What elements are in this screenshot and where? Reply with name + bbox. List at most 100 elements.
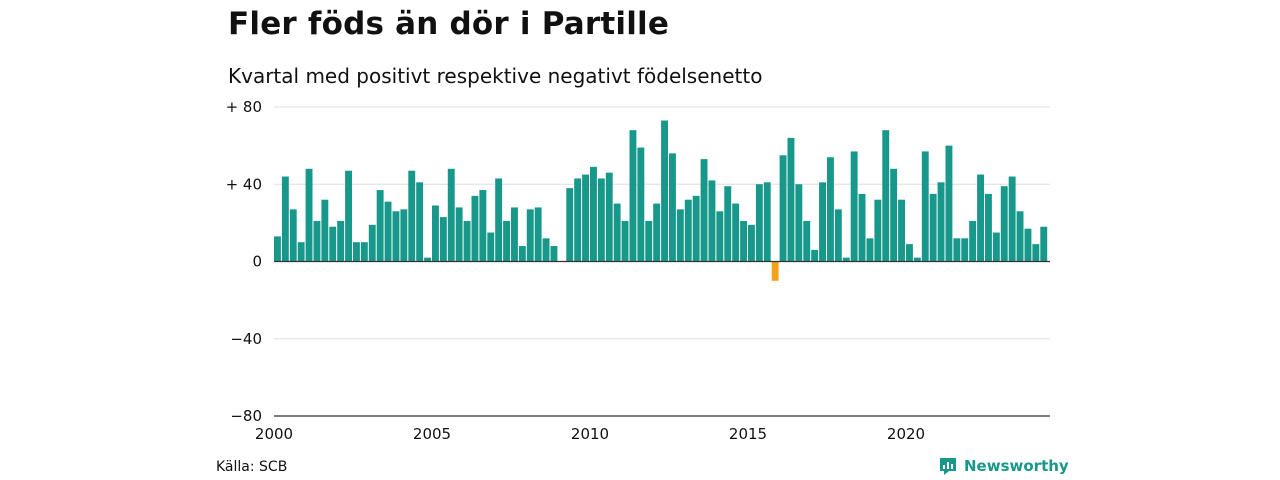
bar[interactable] xyxy=(432,205,439,262)
bar[interactable] xyxy=(360,242,368,262)
bar[interactable] xyxy=(384,201,392,262)
bar[interactable] xyxy=(637,147,645,262)
bar[interactable] xyxy=(424,257,431,262)
bar[interactable] xyxy=(503,220,510,262)
bar[interactable] xyxy=(898,199,905,262)
bar-negative[interactable] xyxy=(771,261,779,281)
bar[interactable] xyxy=(1024,228,1032,262)
bar[interactable] xyxy=(969,220,977,262)
bar[interactable] xyxy=(566,188,574,262)
bar[interactable] xyxy=(890,168,898,262)
bar[interactable] xyxy=(629,130,637,262)
bar[interactable] xyxy=(1016,211,1024,262)
bar[interactable] xyxy=(1000,186,1008,262)
bar[interactable] xyxy=(716,211,724,262)
bar[interactable] xyxy=(605,172,613,262)
bar[interactable] xyxy=(827,157,834,262)
bar[interactable] xyxy=(819,182,826,262)
bar[interactable] xyxy=(447,168,455,262)
bar[interactable] xyxy=(582,174,589,262)
bar[interactable] xyxy=(961,238,969,262)
bar[interactable] xyxy=(511,207,518,262)
bar[interactable] xyxy=(882,130,890,262)
bar[interactable] xyxy=(779,155,787,262)
bar[interactable] xyxy=(1040,226,1048,262)
bar[interactable] xyxy=(392,211,400,262)
bar[interactable] xyxy=(416,182,424,262)
bar[interactable] xyxy=(408,170,416,262)
bar[interactable] xyxy=(850,151,858,262)
bar[interactable] xyxy=(400,209,408,262)
bar[interactable] xyxy=(732,203,740,262)
bar[interactable] xyxy=(992,232,1000,262)
bar[interactable] xyxy=(542,238,550,262)
bar[interactable] xyxy=(763,182,771,262)
bar[interactable] xyxy=(661,120,668,262)
bar[interactable] xyxy=(669,153,676,262)
bar[interactable] xyxy=(834,209,842,262)
bar[interactable] xyxy=(439,217,447,262)
bar[interactable] xyxy=(692,195,700,262)
bar[interactable] xyxy=(787,137,795,262)
bar[interactable] xyxy=(487,232,495,262)
bar[interactable] xyxy=(305,168,313,262)
bar[interactable] xyxy=(518,246,526,262)
bar[interactable] xyxy=(313,220,321,262)
bar[interactable] xyxy=(684,199,692,262)
bar[interactable] xyxy=(929,193,937,262)
bar[interactable] xyxy=(874,199,882,262)
bar[interactable] xyxy=(368,224,376,262)
bar[interactable] xyxy=(345,170,352,262)
bar[interactable] xyxy=(534,207,542,262)
bar[interactable] xyxy=(985,193,992,262)
bar[interactable] xyxy=(755,184,763,262)
bar[interactable] xyxy=(700,159,708,262)
bar[interactable] xyxy=(1008,176,1016,262)
bar[interactable] xyxy=(613,203,621,262)
bar[interactable] xyxy=(455,207,463,262)
bar[interactable] xyxy=(321,199,329,262)
bar[interactable] xyxy=(645,220,653,262)
bar[interactable] xyxy=(353,242,360,262)
bar[interactable] xyxy=(337,220,345,262)
bars xyxy=(274,120,1048,281)
bar[interactable] xyxy=(913,257,921,262)
bar[interactable] xyxy=(842,257,850,262)
bar[interactable] xyxy=(676,209,684,262)
newsworthy-logo[interactable]: Newsworthy xyxy=(938,456,1069,476)
bar[interactable] xyxy=(921,151,929,262)
bar[interactable] xyxy=(748,224,755,262)
bar[interactable] xyxy=(574,178,582,262)
bar[interactable] xyxy=(740,220,747,262)
bar[interactable] xyxy=(708,180,716,262)
bar[interactable] xyxy=(597,178,605,262)
bar[interactable] xyxy=(906,244,913,262)
bar[interactable] xyxy=(463,220,471,262)
bar[interactable] xyxy=(274,236,281,262)
bar[interactable] xyxy=(795,184,803,262)
bar[interactable] xyxy=(803,220,811,262)
bar[interactable] xyxy=(945,145,953,262)
bar[interactable] xyxy=(289,209,297,262)
bar[interactable] xyxy=(329,226,337,262)
bar[interactable] xyxy=(653,203,661,262)
bar[interactable] xyxy=(297,242,305,262)
bar[interactable] xyxy=(621,220,629,262)
bar[interactable] xyxy=(590,166,597,262)
bar[interactable] xyxy=(1032,244,1040,262)
bar[interactable] xyxy=(858,193,866,262)
bar[interactable] xyxy=(495,178,503,262)
bar[interactable] xyxy=(866,238,874,262)
bar[interactable] xyxy=(479,190,487,262)
bar[interactable] xyxy=(811,249,819,262)
bar[interactable] xyxy=(376,190,384,262)
bar[interactable] xyxy=(550,246,558,262)
bar[interactable] xyxy=(471,195,479,262)
bar[interactable] xyxy=(977,174,984,262)
bar[interactable] xyxy=(281,176,289,262)
bar[interactable] xyxy=(937,182,945,262)
bar[interactable] xyxy=(526,209,534,262)
bar[interactable] xyxy=(724,186,732,262)
y-tick-label: + 80 xyxy=(226,98,262,116)
bar[interactable] xyxy=(953,238,961,262)
